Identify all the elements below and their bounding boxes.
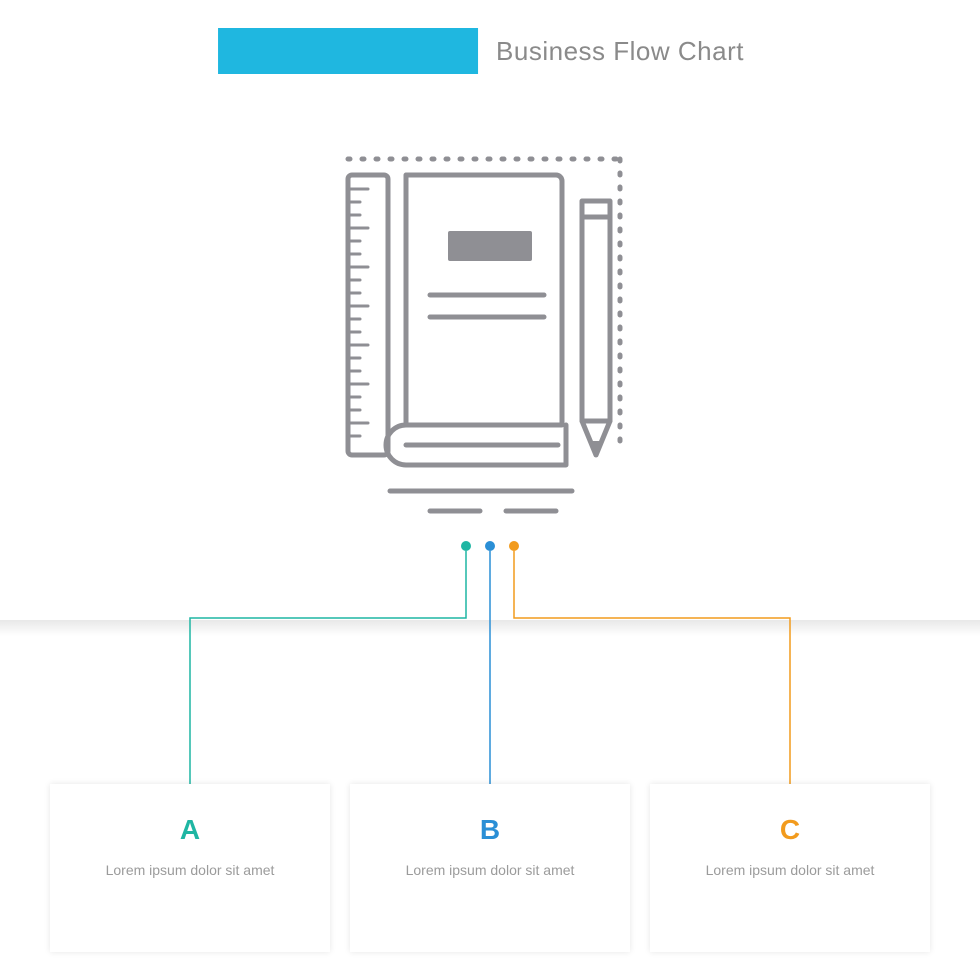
step-letter: C xyxy=(650,814,930,846)
step-body: Lorem ipsum dolor sit amet xyxy=(350,860,630,880)
header: Business Flow Chart xyxy=(218,28,762,74)
header-accent-bar xyxy=(218,28,478,74)
step-card-b: B Lorem ipsum dolor sit amet xyxy=(350,784,630,952)
step-card-c: C Lorem ipsum dolor sit amet xyxy=(650,784,930,952)
step-letter: A xyxy=(50,814,330,846)
flow-connectors xyxy=(0,540,980,820)
step-letter: B xyxy=(350,814,630,846)
page-title: Business Flow Chart xyxy=(478,28,762,74)
step-card-a: A Lorem ipsum dolor sit amet xyxy=(50,784,330,952)
step-body: Lorem ipsum dolor sit amet xyxy=(50,860,330,880)
step-cards: A Lorem ipsum dolor sit amet B Lorem ipsum … xyxy=(0,784,980,952)
step-body: Lorem ipsum dolor sit amet xyxy=(650,860,930,880)
book-ruler-pencil-icon xyxy=(320,145,660,530)
